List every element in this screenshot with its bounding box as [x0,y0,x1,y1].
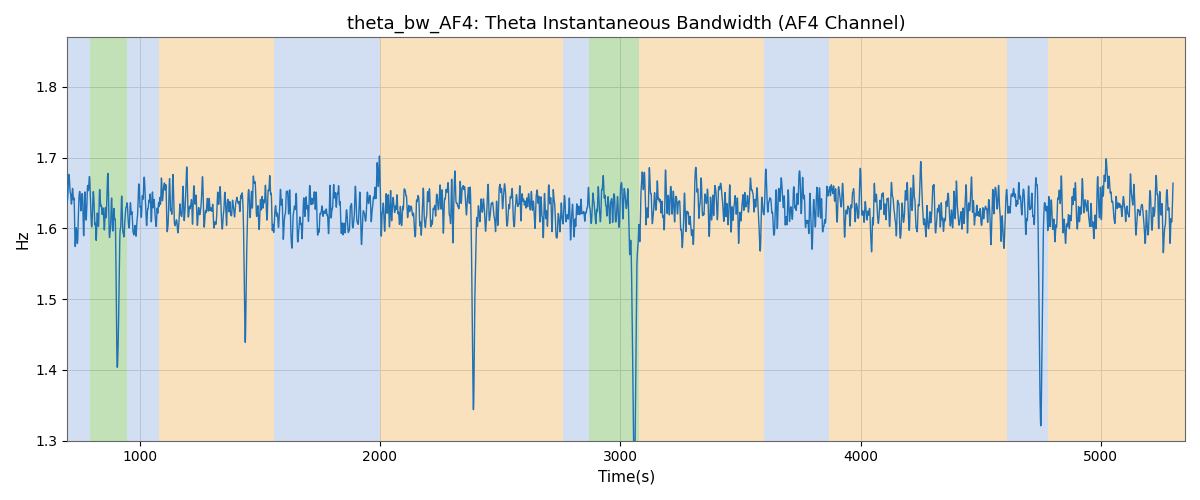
Bar [589,38,640,440]
Bar [67,38,90,440]
Bar [640,38,764,440]
Y-axis label: Hz: Hz [16,230,30,249]
Bar [127,38,158,440]
Bar [563,38,589,440]
Bar [764,38,829,440]
X-axis label: Time(s): Time(s) [598,470,655,485]
Bar [829,38,1007,440]
Bar [90,38,127,440]
Bar [274,38,380,440]
Bar [380,38,563,440]
Bar [158,38,274,440]
Bar [1007,38,1048,440]
Title: theta_bw_AF4: Theta Instantaneous Bandwidth (AF4 Channel): theta_bw_AF4: Theta Instantaneous Bandwi… [347,15,906,34]
Bar [1048,38,1186,440]
